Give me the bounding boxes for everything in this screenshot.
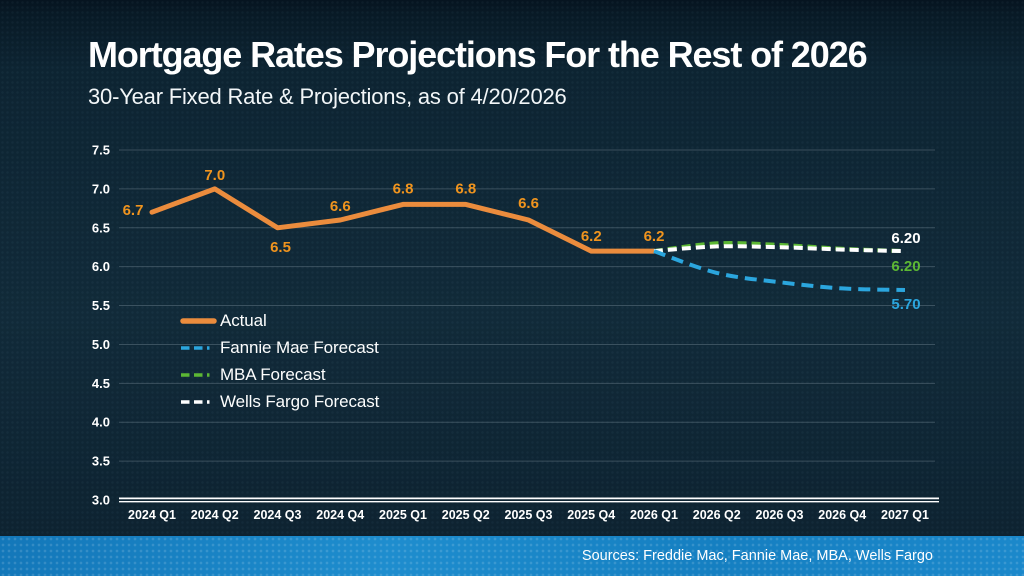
y-axis-tick-label: 6.5	[92, 220, 110, 235]
chart-legend: Actual Fannie Mae Forecast MBA Forecast …	[180, 311, 379, 412]
x-axis-tick-label: 2024 Q3	[254, 508, 302, 522]
sources-text: Sources: Freddie Mac, Fannie Mae, MBA, W…	[581, 548, 933, 564]
end-label-mba-forecast: 6.20	[891, 258, 920, 275]
title-block: Mortgage Rates Projections For the Rest …	[88, 34, 868, 110]
y-axis-tick-label: 7.0	[92, 181, 110, 196]
legend-label: MBA Forecast	[220, 365, 326, 384]
legend-label: Wells Fargo Forecast	[220, 392, 380, 411]
x-axis-tick-label: 2025 Q3	[505, 508, 553, 522]
data-label-actual: 6.6	[518, 195, 539, 212]
legend-item-wells-fargo-forecast: Wells Fargo Forecast	[180, 392, 379, 412]
series-line-wells-fargo-forecast	[653, 244, 906, 254]
data-label-actual: 6.2	[644, 228, 665, 245]
series-line-mba-forecast	[653, 241, 906, 254]
data-label-actual: 6.5	[270, 239, 291, 256]
x-axis-tick-label: 2025 Q1	[379, 508, 427, 522]
x-axis-tick-label: 2026 Q1	[630, 508, 678, 522]
footer-bar: Sources: Freddie Mac, Fannie Mae, MBA, W…	[0, 536, 1024, 576]
x-axis-tick-label: 2024 Q1	[128, 508, 176, 522]
data-label-actual: 6.8	[393, 180, 414, 197]
data-label-actual: 7.0	[204, 167, 225, 184]
page-title: Mortgage Rates Projections For the Rest …	[88, 34, 868, 75]
mba-dashed-line-icon	[181, 373, 216, 377]
data-label-actual: 6.6	[330, 198, 351, 215]
y-axis-tick-label: 6.0	[92, 259, 110, 274]
x-axis-tick-label: 2026 Q2	[693, 508, 741, 522]
x-axis-tick-label: 2025 Q4	[567, 508, 615, 522]
legend-label: Fannie Mae Forecast	[220, 338, 379, 357]
y-axis-tick-label: 3.5	[92, 454, 110, 469]
x-axis-tick-label: 2025 Q2	[442, 508, 490, 522]
y-axis-tick-label: 4.5	[92, 376, 110, 391]
data-label-actual: 6.2	[581, 228, 602, 245]
y-axis-tick-label: 5.0	[92, 337, 110, 352]
data-label-actual: 6.8	[455, 180, 476, 197]
y-axis-tick-label: 3.0	[92, 493, 110, 508]
page-subtitle: 30-Year Fixed Rate & Projections, as of …	[88, 83, 567, 109]
actual-line-icon	[180, 318, 217, 324]
x-axis-tick-label: 2026 Q4	[818, 508, 866, 522]
fannie-mae-dashed-line-icon	[181, 346, 216, 350]
x-axis-tick-label: 2027 Q1	[881, 508, 929, 522]
x-axis-tick-label: 2024 Q4	[316, 508, 364, 522]
x-axis-tick-label: 2024 Q2	[191, 508, 239, 522]
x-axis-tick-label: 2026 Q3	[756, 508, 804, 522]
legend-item-actual: Actual	[180, 311, 379, 331]
end-label-fannie-mae-forecast: 5.70	[891, 296, 920, 313]
legend-label: Actual	[220, 311, 267, 330]
wells-fargo-dashed-line-icon	[181, 400, 216, 404]
series-line-fannie-mae-forecast	[653, 249, 906, 292]
legend-item-mba-forecast: MBA Forecast	[180, 365, 379, 385]
legend-item-fannie-mae-forecast: Fannie Mae Forecast	[180, 338, 379, 358]
y-axis-tick-label: 4.0	[92, 415, 110, 430]
y-axis-tick-label: 5.5	[92, 298, 110, 313]
data-label-actual: 6.7	[123, 202, 144, 219]
end-label-wells-fargo-forecast: 6.20	[891, 230, 920, 247]
y-axis-tick-label: 7.5	[92, 143, 110, 158]
series-line-actual	[149, 186, 657, 254]
